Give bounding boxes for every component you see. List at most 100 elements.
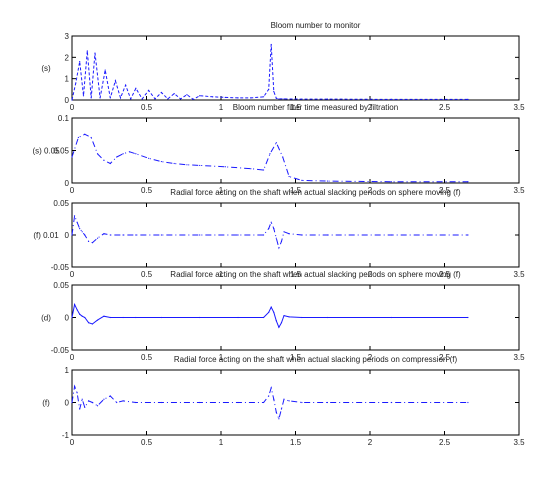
y-axis-label: (d) <box>41 314 51 323</box>
data-point <box>278 418 280 420</box>
data-point <box>199 95 201 97</box>
data-point <box>262 169 265 171</box>
data-point <box>283 231 285 233</box>
data-point <box>390 181 392 183</box>
data-point <box>160 160 162 163</box>
data-point <box>109 97 111 99</box>
data-point <box>90 136 92 139</box>
data-point <box>278 98 280 100</box>
y-tick-label: 2 <box>65 53 70 62</box>
data-point <box>270 221 272 223</box>
series-line <box>71 384 468 421</box>
x-tick-label: 1 <box>219 353 224 362</box>
data-point <box>199 316 201 319</box>
data-point <box>326 98 329 100</box>
data-point <box>270 387 272 389</box>
data-point <box>96 405 99 407</box>
data-point <box>135 401 137 404</box>
data-point <box>270 43 272 46</box>
data-point <box>71 234 73 236</box>
data-point <box>84 406 86 408</box>
data-point <box>250 168 252 170</box>
y-tick-label: 0 <box>65 179 70 188</box>
data-point <box>88 322 90 324</box>
x-tick-label: 3.5 <box>513 103 525 112</box>
data-point <box>211 96 214 98</box>
data-point <box>71 156 73 158</box>
data-point <box>135 234 137 236</box>
x-tick-label: 0.5 <box>141 270 153 279</box>
data-point <box>467 401 469 404</box>
data-point <box>199 234 201 236</box>
data-point <box>109 162 111 165</box>
data-point <box>280 240 283 242</box>
data-point <box>186 94 188 96</box>
x-tick-label: 1 <box>219 270 224 279</box>
data-point <box>88 400 90 402</box>
data-point <box>273 398 275 400</box>
x-tick-label: 1.5 <box>290 438 302 447</box>
data-point <box>81 315 83 317</box>
data-point <box>288 175 290 178</box>
data-point <box>250 97 252 99</box>
axes-frame <box>71 117 520 184</box>
data-point <box>99 97 101 99</box>
data-point <box>262 234 265 236</box>
data-point <box>103 315 105 317</box>
data-point <box>224 166 226 168</box>
data-point <box>122 316 124 319</box>
data-point <box>288 316 290 318</box>
x-tick-label: 2.5 <box>439 438 451 447</box>
data-point <box>326 401 329 404</box>
y-tick-label: 0 <box>65 231 70 240</box>
data-point <box>179 98 182 100</box>
x-tick-label: 3.5 <box>513 270 525 279</box>
data-point <box>199 164 201 167</box>
data-point <box>467 234 469 236</box>
subplot-title: Bloom number filter time measured by fil… <box>233 103 398 112</box>
x-tick-label: 1.5 <box>290 103 302 112</box>
data-point <box>76 309 78 311</box>
data-point <box>135 316 137 319</box>
data-point <box>262 401 265 404</box>
x-tick-label: 1.5 <box>290 186 302 195</box>
data-point <box>154 98 156 100</box>
data-point <box>288 400 290 402</box>
data-point <box>275 237 277 239</box>
x-tick-label: 1 <box>219 186 224 195</box>
y-tick-label: 1 <box>65 366 70 375</box>
y-axis-label: (f) <box>42 399 50 408</box>
data-point <box>269 153 271 155</box>
subplot-title: Radial force acting on the shaft when ac… <box>170 188 461 197</box>
data-point <box>268 311 270 313</box>
data-point <box>84 316 86 319</box>
x-tick-label: 3.5 <box>513 186 525 195</box>
data-point <box>116 401 118 404</box>
data-point <box>273 311 275 313</box>
series-line <box>71 302 468 329</box>
data-point <box>275 411 277 413</box>
data-point <box>467 98 469 100</box>
x-tick-label: 0 <box>70 353 75 362</box>
data-point <box>301 316 303 319</box>
data-point <box>192 98 194 100</box>
subplot-2: 0 0.5 1 1.5 2 2.5 3.5 0 0.05 0.1 Bloom number filt… <box>32 103 525 195</box>
data-point <box>167 98 169 100</box>
data-point <box>73 215 76 217</box>
data-point <box>262 316 265 319</box>
data-point <box>109 234 111 236</box>
y-tick-label: 0 <box>65 96 70 105</box>
data-point <box>199 401 201 404</box>
y-tick-label: 0 <box>65 314 70 323</box>
x-tick-label: 2.5 <box>439 353 451 362</box>
data-point <box>326 316 329 319</box>
data-point <box>109 395 111 397</box>
data-point <box>96 319 99 321</box>
data-point <box>122 400 124 402</box>
y-axis-label: (f) 0.01 <box>33 231 59 240</box>
x-tick-label: 0.5 <box>141 103 153 112</box>
data-point <box>268 228 270 230</box>
series-line <box>71 133 468 183</box>
